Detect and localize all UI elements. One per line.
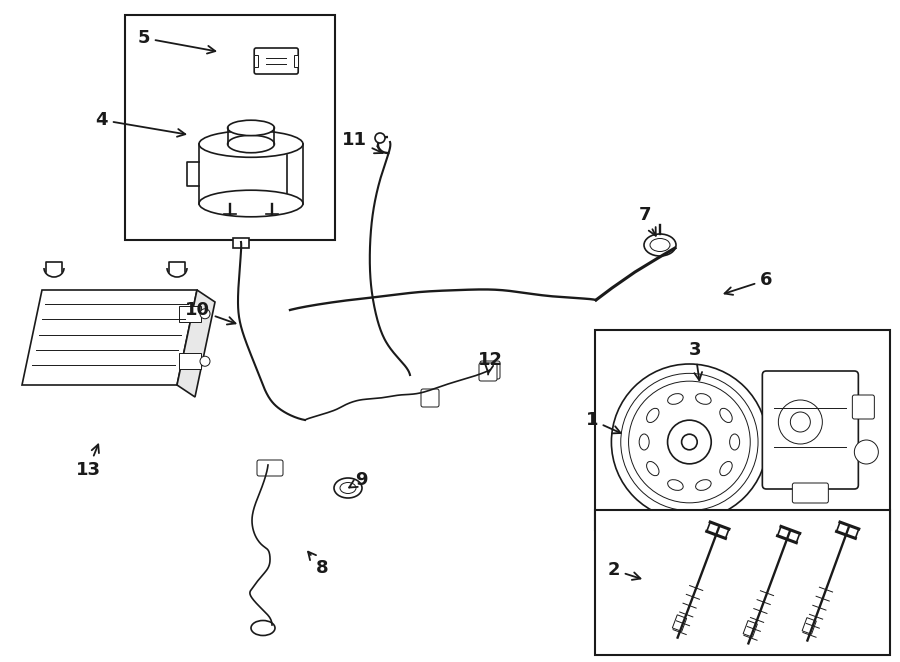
- Ellipse shape: [668, 480, 683, 491]
- Ellipse shape: [199, 190, 303, 216]
- Text: 6: 6: [724, 271, 772, 295]
- Bar: [125, 15, 335, 240]
- Ellipse shape: [646, 461, 659, 476]
- FancyBboxPatch shape: [762, 371, 859, 489]
- Polygon shape: [22, 290, 197, 385]
- Text: 3: 3: [688, 341, 702, 380]
- Ellipse shape: [228, 135, 274, 153]
- Circle shape: [778, 400, 823, 444]
- Ellipse shape: [639, 434, 649, 450]
- Text: 4: 4: [95, 111, 185, 137]
- Circle shape: [611, 364, 768, 520]
- Text: 1: 1: [586, 411, 621, 434]
- Ellipse shape: [199, 130, 303, 158]
- Bar: [595, 510, 890, 655]
- FancyBboxPatch shape: [479, 363, 497, 381]
- Ellipse shape: [696, 394, 711, 404]
- Text: 12: 12: [478, 351, 502, 375]
- FancyBboxPatch shape: [852, 395, 875, 419]
- Circle shape: [200, 356, 210, 366]
- FancyBboxPatch shape: [254, 48, 298, 74]
- Circle shape: [790, 412, 810, 432]
- Bar: [254, 55, 258, 67]
- Circle shape: [375, 133, 385, 143]
- FancyBboxPatch shape: [257, 460, 283, 476]
- Ellipse shape: [340, 483, 356, 493]
- Text: 8: 8: [308, 551, 328, 577]
- Circle shape: [681, 434, 698, 449]
- Ellipse shape: [650, 238, 670, 252]
- Ellipse shape: [668, 394, 683, 404]
- Ellipse shape: [720, 461, 733, 476]
- Ellipse shape: [730, 434, 740, 450]
- Bar: [179, 306, 201, 322]
- Ellipse shape: [251, 620, 275, 636]
- Ellipse shape: [644, 234, 676, 256]
- Ellipse shape: [646, 408, 659, 422]
- Circle shape: [668, 420, 711, 464]
- Circle shape: [200, 308, 210, 318]
- Bar: [672, 615, 687, 632]
- Ellipse shape: [334, 478, 362, 498]
- Polygon shape: [177, 290, 215, 397]
- Circle shape: [854, 440, 878, 464]
- Text: 11: 11: [342, 131, 382, 154]
- FancyBboxPatch shape: [480, 361, 500, 379]
- Ellipse shape: [720, 408, 733, 422]
- Text: 5: 5: [138, 29, 215, 54]
- Text: 7: 7: [639, 206, 656, 236]
- Ellipse shape: [696, 480, 711, 491]
- Bar: [802, 618, 816, 634]
- Ellipse shape: [228, 120, 274, 136]
- FancyBboxPatch shape: [792, 483, 828, 503]
- Bar: [233, 238, 249, 248]
- Text: 13: 13: [76, 444, 101, 479]
- Text: 9: 9: [349, 471, 368, 489]
- Bar: [595, 330, 890, 530]
- Bar: [743, 620, 758, 638]
- Text: 2: 2: [608, 561, 641, 580]
- FancyBboxPatch shape: [421, 389, 439, 407]
- Bar: [179, 354, 201, 369]
- Text: 10: 10: [185, 301, 236, 324]
- Bar: [294, 55, 298, 67]
